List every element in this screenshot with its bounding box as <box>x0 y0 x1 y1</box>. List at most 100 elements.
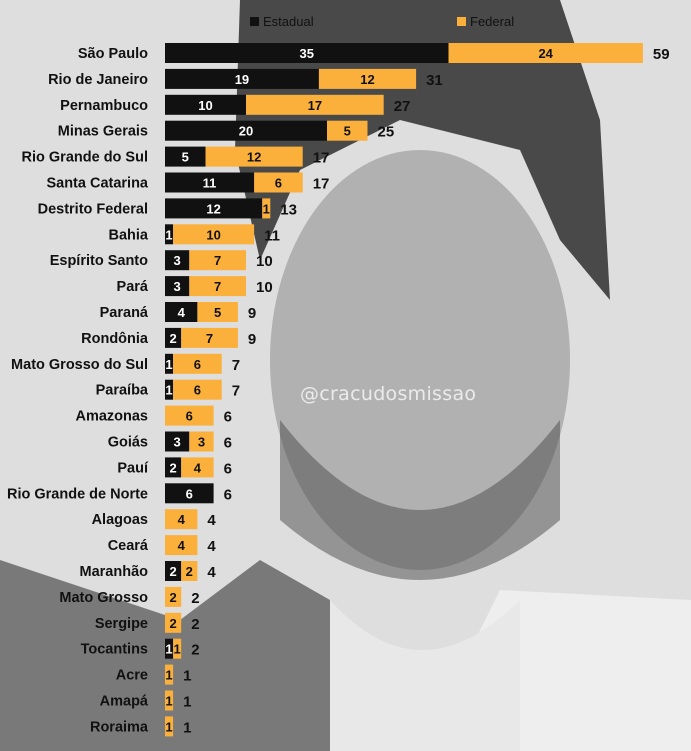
data-label-federal: 2 <box>169 616 176 631</box>
data-label-estadual: 4 <box>178 305 186 320</box>
bar-row: Minas Gerais 20 5 25 <box>58 120 394 141</box>
category-label: Pernambuco <box>60 98 148 114</box>
category-label: Amazonas <box>75 409 148 425</box>
data-label-federal: 24 <box>538 46 553 61</box>
data-label-federal: 1 <box>263 201 270 216</box>
total-label: 11 <box>264 227 280 244</box>
data-label-federal: 12 <box>360 72 374 87</box>
category-label: Mato Grosso <box>59 590 148 606</box>
data-label-estadual: 5 <box>182 150 189 165</box>
bar-row: Amazonas 6 6 <box>75 405 232 426</box>
bar-row: Santa Catarina 11 6 17 <box>46 172 330 193</box>
category-label: Mato Grosso do Sul <box>11 357 148 373</box>
total-label: 4 <box>207 564 216 581</box>
data-label-federal: 7 <box>214 253 221 268</box>
bar-federal <box>262 198 271 219</box>
category-label: Ceará <box>108 538 149 554</box>
bar-row: Rio de Janeiro 19 12 31 <box>48 68 443 89</box>
bar-row: Roraima 1 1 <box>90 716 191 737</box>
total-label: 6 <box>224 409 232 426</box>
bar-row: Acre 1 1 <box>116 664 191 685</box>
total-label: 4 <box>207 538 216 555</box>
bar-estadual <box>165 68 319 89</box>
category-label: Acre <box>116 668 148 684</box>
total-label: 10 <box>256 253 273 270</box>
data-label-federal: 6 <box>186 409 193 424</box>
category-label: Maranhão <box>80 564 149 580</box>
data-label-federal: 1 <box>165 694 172 709</box>
bar-estadual <box>165 483 214 504</box>
total-label: 4 <box>207 512 216 529</box>
category-label: Goiás <box>108 435 148 451</box>
data-label-estadual: 6 <box>186 486 193 501</box>
bar-row: Rio Grande de Norte 6 6 <box>7 483 232 504</box>
bar-estadual <box>165 146 206 167</box>
bar-federal <box>165 664 174 685</box>
bar-estadual <box>165 302 198 322</box>
bar-federal <box>327 120 368 141</box>
data-label-estadual: 1 <box>165 642 172 657</box>
total-label: 6 <box>224 486 232 503</box>
data-label-estadual: 2 <box>169 460 176 475</box>
category-label: São Paulo <box>78 46 148 62</box>
bar-federal <box>189 250 246 271</box>
data-label-estadual: 10 <box>198 98 212 113</box>
bar-row: Pauí 2 4 6 <box>117 457 232 478</box>
category-label: Rio de Janeiro <box>48 72 148 88</box>
bar-federal <box>189 431 214 452</box>
category-label: Paraíba <box>96 383 149 399</box>
bar-federal <box>205 146 303 167</box>
data-label-federal: 17 <box>308 98 322 113</box>
category-label: Pará <box>117 279 149 295</box>
legend-federal: Federal <box>457 14 514 29</box>
bar-estadual <box>165 457 182 478</box>
bar-estadual <box>165 198 263 219</box>
bar-estadual <box>165 353 174 374</box>
total-label: 9 <box>248 305 256 322</box>
data-label-federal: 5 <box>214 305 221 320</box>
bar-estadual <box>165 94 246 115</box>
bar-estadual <box>165 43 449 63</box>
data-label-estadual: 2 <box>169 331 176 346</box>
bar-estadual <box>165 431 190 452</box>
data-label-federal: 2 <box>186 564 193 579</box>
category-label: Amapá <box>100 694 149 710</box>
bar-estadual <box>165 250 190 271</box>
data-label-federal: 4 <box>178 512 186 527</box>
bar-row: Mato Grosso 2 2 <box>59 586 200 607</box>
bar-federal <box>181 561 198 581</box>
category-label: Rondônia <box>81 331 149 347</box>
data-label-federal: 1 <box>174 642 181 657</box>
category-label: Espírito Santo <box>50 253 148 269</box>
bar-estadual <box>165 638 174 659</box>
bar-row: Goiás 3 3 6 <box>108 431 232 452</box>
total-label: 10 <box>256 279 273 296</box>
total-label: 6 <box>224 460 232 477</box>
total-label: 31 <box>426 72 443 89</box>
bar-row: Destrito Federal 12 1 13 <box>38 198 297 219</box>
category-label: Roraima <box>90 719 149 735</box>
bar-row: Paraíba 1 6 7 <box>96 379 240 400</box>
total-label: 1 <box>183 668 191 685</box>
bar-row: Espírito Santo 3 7 10 <box>50 250 273 271</box>
data-label-federal: 1 <box>165 668 172 683</box>
bar-federal <box>173 353 222 374</box>
bar-row: Amapá 1 1 <box>100 690 191 711</box>
category-label: Santa Catarina <box>46 176 148 192</box>
total-label: 1 <box>183 719 191 736</box>
data-label-estadual: 2 <box>169 564 176 579</box>
data-label-estadual: 12 <box>206 201 220 216</box>
data-label-federal: 7 <box>206 331 213 346</box>
total-label: 17 <box>313 176 330 193</box>
total-label: 2 <box>191 642 199 659</box>
data-label-estadual: 3 <box>174 435 181 450</box>
bar-estadual <box>165 379 174 400</box>
total-label: 59 <box>653 46 670 63</box>
legend-estadual: Estadual <box>250 14 314 29</box>
legend-federal-swatch <box>457 17 466 26</box>
data-label-estadual: 19 <box>235 72 249 87</box>
bar-row: Rio Grande do Sul 5 12 17 <box>22 146 329 167</box>
data-label-federal: 6 <box>194 357 201 372</box>
bar-row: Mato Grosso do Sul 1 6 7 <box>11 353 240 374</box>
